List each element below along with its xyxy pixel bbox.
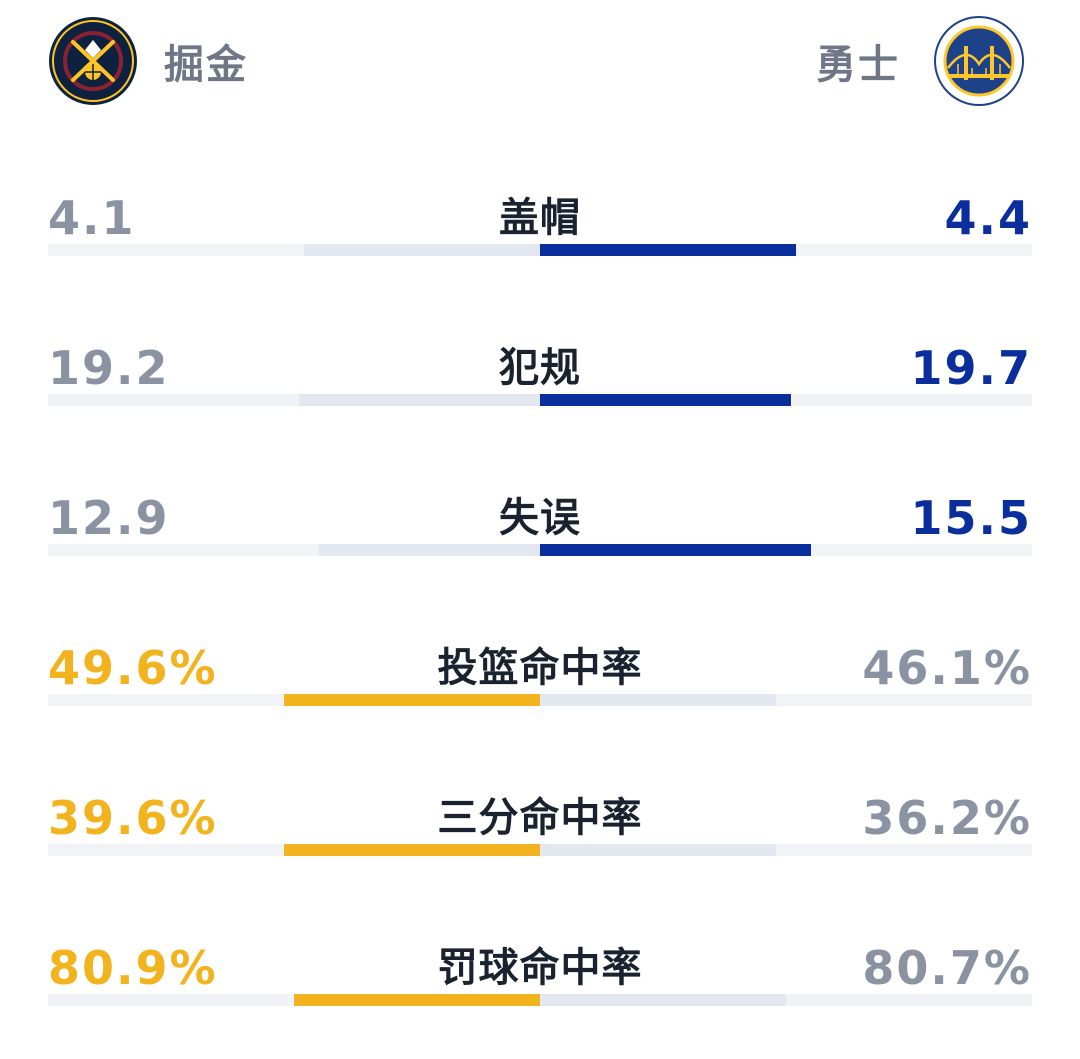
stat-row: 12.9 失误 15.5 bbox=[48, 488, 1032, 578]
away-stat-bar bbox=[540, 844, 776, 856]
home-stat-value: 4.1 bbox=[48, 191, 136, 245]
home-stat-value: 80.9% bbox=[48, 941, 218, 995]
away-team[interactable]: 勇士 bbox=[816, 16, 1024, 106]
stat-label: 盖帽 bbox=[499, 195, 581, 241]
stat-label: 三分命中率 bbox=[437, 795, 643, 841]
stat-bar-track bbox=[48, 394, 1032, 406]
team-header: 掘金 勇士 bbox=[0, 0, 1080, 125]
stat-bar-track bbox=[48, 694, 1032, 706]
home-team[interactable]: 掘金 bbox=[48, 16, 248, 106]
stat-bar-track bbox=[48, 244, 1032, 256]
home-stat-value: 39.6% bbox=[48, 791, 218, 845]
stat-row: 80.9% 罚球命中率 80.7% bbox=[48, 938, 1032, 1028]
stat-bar-track bbox=[48, 844, 1032, 856]
away-stat-bar bbox=[540, 544, 811, 556]
home-stat-bar bbox=[294, 994, 540, 1006]
away-stat-bar bbox=[540, 994, 786, 1006]
stat-bar-track bbox=[48, 994, 1032, 1006]
away-stat-value: 4.4 bbox=[944, 191, 1032, 245]
away-stat-bar bbox=[540, 394, 791, 406]
away-stat-value: 19.7 bbox=[910, 341, 1032, 395]
home-team-name: 掘金 bbox=[164, 42, 248, 88]
home-stat-value: 49.6% bbox=[48, 641, 218, 695]
stat-row: 49.6% 投篮命中率 46.1% bbox=[48, 638, 1032, 728]
away-stat-bar bbox=[540, 244, 796, 256]
away-stat-bar bbox=[540, 694, 776, 706]
away-stat-value: 36.2% bbox=[862, 791, 1032, 845]
denver-nuggets-logo-icon bbox=[49, 17, 137, 105]
home-stat-bar bbox=[304, 244, 540, 256]
stat-row: 39.6% 三分命中率 36.2% bbox=[48, 788, 1032, 878]
stat-bar-track bbox=[48, 544, 1032, 556]
stat-label: 投篮命中率 bbox=[437, 645, 643, 691]
home-stat-bar bbox=[284, 694, 540, 706]
stat-label: 犯规 bbox=[499, 345, 581, 391]
home-stat-value: 12.9 bbox=[48, 491, 170, 545]
home-stat-bar bbox=[299, 394, 540, 406]
away-team-name: 勇士 bbox=[816, 42, 900, 88]
home-stat-bar bbox=[284, 844, 540, 856]
stat-label: 罚球命中率 bbox=[437, 945, 643, 991]
stat-label: 失误 bbox=[499, 495, 581, 541]
home-stat-bar bbox=[319, 544, 540, 556]
away-stat-value: 80.7% bbox=[862, 941, 1032, 995]
stat-row: 19.2 犯规 19.7 bbox=[48, 338, 1032, 428]
stat-row: 4.1 盖帽 4.4 bbox=[48, 188, 1032, 278]
away-stat-value: 46.1% bbox=[862, 641, 1032, 695]
golden-state-warriors-logo-icon bbox=[934, 16, 1024, 106]
away-stat-value: 15.5 bbox=[910, 491, 1032, 545]
home-stat-value: 19.2 bbox=[48, 341, 170, 395]
